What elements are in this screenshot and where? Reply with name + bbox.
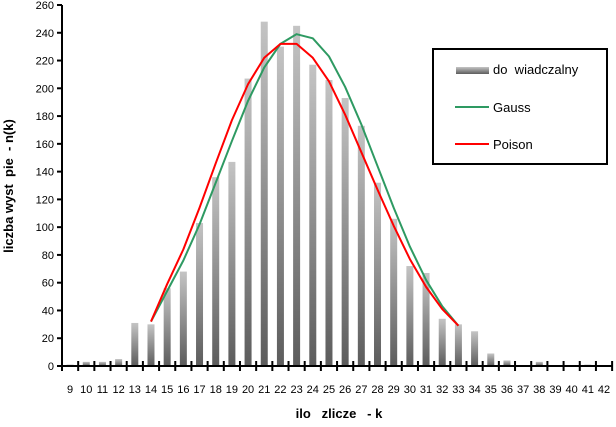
bar-k-20 xyxy=(244,78,252,366)
x-tick-label: 27 xyxy=(355,384,367,396)
bar-k-16 xyxy=(179,271,187,366)
gauss-line xyxy=(150,33,460,327)
x-tick-label: 38 xyxy=(533,384,545,396)
legend-bar-swatch xyxy=(456,67,489,74)
bar-k-25 xyxy=(325,79,333,366)
bar-k-23 xyxy=(293,25,301,366)
x-tick-label: 26 xyxy=(339,384,351,396)
x-tick-label: 12 xyxy=(113,384,125,396)
x-tick-label: 39 xyxy=(549,384,561,396)
y-tick-label: 260 xyxy=(36,0,54,12)
x-tick-label: 32 xyxy=(436,384,448,396)
bar-k-18 xyxy=(212,177,220,366)
x-tick-label: 40 xyxy=(566,384,578,396)
legend-label-bars: do wiadczalny xyxy=(493,62,579,77)
bar-k-33 xyxy=(454,324,462,366)
x-tick-label: 36 xyxy=(501,384,513,396)
bar-k-15 xyxy=(163,288,171,366)
x-tick-label: 14 xyxy=(145,384,157,396)
y-tick-label: 240 xyxy=(36,28,54,40)
bar-k-35 xyxy=(487,353,495,366)
legend-label-gauss: Gauss xyxy=(493,100,531,115)
y-tick-label: 180 xyxy=(36,111,54,123)
x-tick-label: 42 xyxy=(598,384,610,396)
x-tick-label: 21 xyxy=(258,384,270,396)
bar-k-32 xyxy=(438,318,446,366)
legend: do wiadczalny Gauss Poison xyxy=(432,48,608,165)
bar-k-29 xyxy=(390,218,398,366)
x-tick-label: 37 xyxy=(517,384,529,396)
bar-k-11 xyxy=(98,361,106,366)
bar-k-31 xyxy=(422,272,430,366)
x-tick-label: 24 xyxy=(307,384,319,396)
x-tick-label: 23 xyxy=(290,384,302,396)
y-axis-label: liczba wyst pie - n(k) xyxy=(1,119,16,253)
poisson-line xyxy=(150,42,460,327)
x-tick-label: 41 xyxy=(582,384,594,396)
x-tick-label: 19 xyxy=(226,384,238,396)
x-tick-label: 11 xyxy=(97,384,108,396)
y-tick-label: 60 xyxy=(42,278,54,290)
bar-k-10 xyxy=(82,361,90,366)
x-tick-label: 9 xyxy=(67,384,73,396)
y-tick-label: 80 xyxy=(42,250,54,262)
bar-k-28 xyxy=(374,182,382,366)
y-tick-label: 120 xyxy=(36,194,54,206)
y-tick-label: 140 xyxy=(36,167,54,179)
y-tick-label: 0 xyxy=(48,361,54,373)
bar-k-12 xyxy=(115,359,123,366)
x-tick-label: 10 xyxy=(80,384,92,396)
legend-label-poisson: Poison xyxy=(493,137,533,152)
bar-k-34 xyxy=(471,331,479,366)
x-tick-label: 28 xyxy=(371,384,383,396)
bar-k-24 xyxy=(309,64,317,366)
x-tick-label: 29 xyxy=(388,384,400,396)
bar-k-26 xyxy=(341,98,349,367)
x-tick-label: 31 xyxy=(420,384,432,396)
y-tick-label: 200 xyxy=(36,83,54,95)
y-tick-label: 100 xyxy=(36,222,54,234)
x-tick-label: 13 xyxy=(129,384,141,396)
x-tick-label: 18 xyxy=(210,384,222,396)
x-tick-label: 35 xyxy=(485,384,497,396)
bar-k-19 xyxy=(228,161,236,366)
x-tick-label: 34 xyxy=(468,384,480,396)
bar-k-14 xyxy=(147,324,155,366)
bar-k-13 xyxy=(131,322,139,366)
bar-k-30 xyxy=(406,266,414,366)
bar-k-21 xyxy=(260,21,268,367)
bar-k-22 xyxy=(276,46,284,367)
x-tick-label: 16 xyxy=(177,384,189,396)
x-tick-label: 17 xyxy=(193,384,205,396)
y-tick-label: 20 xyxy=(42,333,54,345)
bar-k-17 xyxy=(196,222,204,366)
x-tick-label: 33 xyxy=(452,384,464,396)
y-tick-label: 160 xyxy=(36,139,54,151)
bar-k-38 xyxy=(535,361,543,366)
y-tick-label: 40 xyxy=(42,305,54,317)
bar-k-27 xyxy=(357,125,365,367)
x-tick-label: 22 xyxy=(274,384,286,396)
bar-k-36 xyxy=(503,360,511,366)
y-tick-label: 220 xyxy=(36,56,54,68)
x-tick-label: 25 xyxy=(323,384,335,396)
x-tick-label: 20 xyxy=(242,384,254,396)
x-axis-label: ilo zlicze - k xyxy=(296,406,383,421)
x-tick-label: 30 xyxy=(404,384,416,396)
x-tick-label: 15 xyxy=(161,384,173,396)
